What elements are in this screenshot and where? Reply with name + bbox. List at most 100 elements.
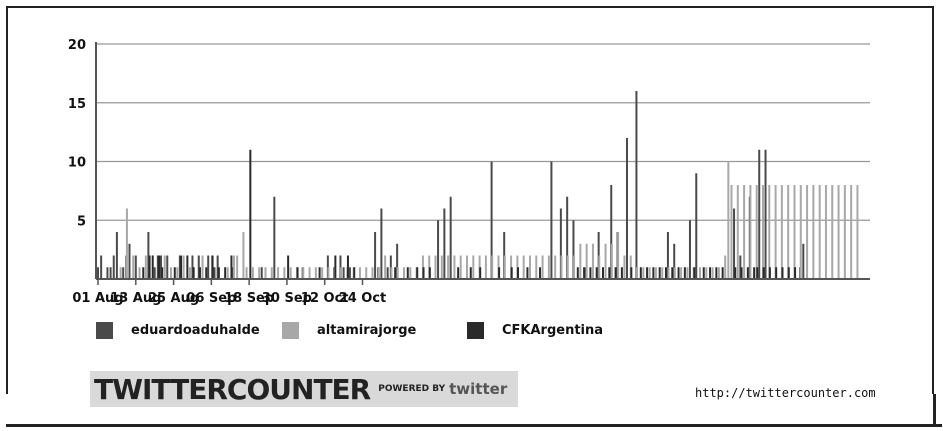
- bar: [100, 255, 103, 279]
- bar: [459, 255, 462, 279]
- bar: [217, 267, 220, 279]
- bar: [654, 267, 657, 279]
- bar: [156, 255, 159, 279]
- bar: [576, 267, 579, 279]
- bar: [614, 267, 617, 279]
- bar: [671, 267, 674, 279]
- bar: [856, 185, 859, 279]
- bar: [437, 220, 440, 279]
- bar: [503, 255, 506, 279]
- bar: [715, 267, 718, 279]
- bar: [308, 267, 311, 279]
- bar: [119, 267, 122, 279]
- bar: [245, 267, 248, 279]
- bar: [730, 185, 733, 279]
- bar: [768, 185, 771, 279]
- bar: [646, 267, 649, 279]
- bar: [283, 267, 286, 279]
- bar: [396, 243, 399, 279]
- x-tick-label: 18 Sep: [224, 291, 274, 306]
- bar: [334, 255, 337, 279]
- bar: [466, 255, 469, 279]
- legend-item-altamirajorge: altamirajorge: [282, 322, 467, 339]
- bar: [673, 267, 676, 279]
- legend-swatch: [282, 322, 299, 339]
- bar: [403, 267, 406, 279]
- bar: [207, 255, 210, 279]
- bar: [793, 185, 796, 279]
- bar: [831, 185, 834, 279]
- bar: [449, 196, 452, 279]
- bar: [585, 243, 588, 279]
- bar: [610, 243, 613, 279]
- bar: [163, 255, 166, 279]
- bar: [724, 255, 727, 279]
- bar: [610, 185, 613, 279]
- bar: [648, 267, 651, 279]
- series-eduardoaduhalde: [97, 91, 805, 279]
- twittercounter-logo[interactable]: TWITTERCOUNTER POWERED BY twitter: [90, 371, 518, 407]
- legend-label: eduardoaduhalde: [131, 323, 260, 338]
- bars-layer: [97, 91, 859, 279]
- bar: [550, 161, 553, 279]
- bar: [667, 267, 670, 279]
- bar: [484, 255, 487, 279]
- bar: [188, 267, 191, 279]
- bar: [739, 255, 742, 279]
- bar: [516, 267, 519, 279]
- x-tick-label: 12 Oct: [301, 291, 349, 306]
- bar: [559, 208, 562, 279]
- bar: [837, 185, 840, 279]
- bar: [469, 267, 472, 279]
- bar: [780, 185, 783, 279]
- bar: [539, 267, 542, 279]
- frame-bottom-border: [6, 424, 942, 427]
- bar: [727, 161, 730, 279]
- bar: [232, 255, 235, 279]
- bar: [270, 267, 273, 279]
- site-url-link[interactable]: http://twittercounter.com: [695, 386, 876, 400]
- bar: [216, 255, 219, 279]
- bar: [358, 267, 361, 279]
- bar: [138, 267, 141, 279]
- bar: [799, 185, 802, 279]
- bar: [768, 267, 771, 279]
- bar: [109, 267, 112, 279]
- bar: [443, 208, 446, 279]
- bar: [661, 267, 664, 279]
- bar: [781, 267, 784, 279]
- bar: [151, 255, 154, 279]
- bar: [758, 149, 761, 279]
- bar: [794, 267, 797, 279]
- bar: [755, 185, 758, 279]
- bar: [583, 267, 586, 279]
- bar: [824, 185, 827, 279]
- bar: [125, 208, 128, 279]
- bar: [198, 267, 201, 279]
- bar: [787, 185, 790, 279]
- bar: [340, 267, 343, 279]
- bar: [683, 267, 686, 279]
- bar: [541, 255, 544, 279]
- bar: [479, 267, 482, 279]
- bar: [166, 255, 169, 279]
- bar: [406, 267, 409, 279]
- bar: [453, 255, 456, 279]
- bar: [740, 267, 743, 279]
- bar: [180, 255, 183, 279]
- bar: [287, 255, 290, 279]
- bar: [573, 255, 576, 279]
- legend-item-eduardoaduhalde: eduardoaduhalde: [96, 322, 282, 339]
- bar: [695, 173, 698, 279]
- bar: [604, 243, 607, 279]
- bar: [318, 267, 321, 279]
- bar: [761, 185, 764, 279]
- bar: [736, 185, 739, 279]
- y-tick-label: 20: [68, 38, 86, 53]
- bar: [572, 220, 575, 279]
- bar: [434, 255, 437, 279]
- bar: [806, 185, 809, 279]
- bar: [787, 267, 790, 279]
- grid-lines: [96, 43, 870, 221]
- bar: [428, 267, 431, 279]
